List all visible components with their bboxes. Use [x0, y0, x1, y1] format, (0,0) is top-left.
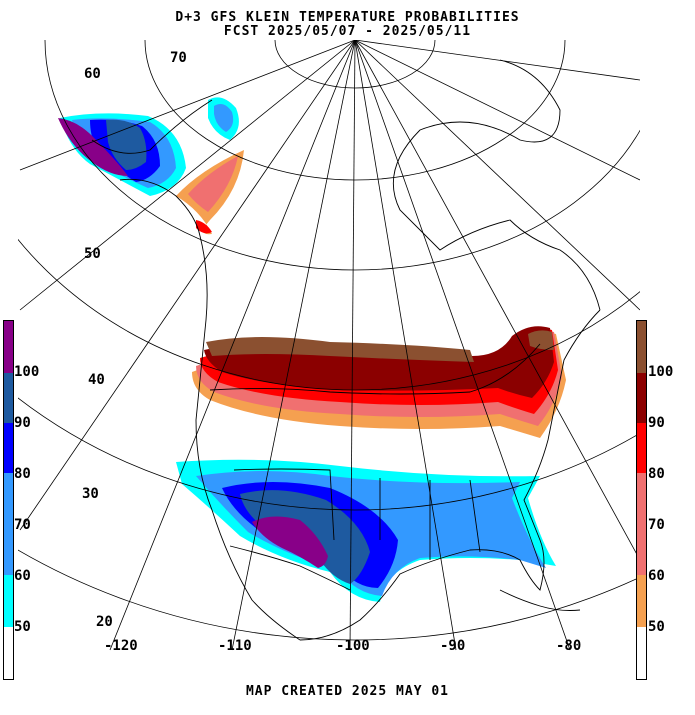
lat-label-20: 20 — [96, 614, 113, 630]
above-label-100: 100 — [648, 364, 674, 380]
below-swatch-100 — [4, 321, 13, 373]
below-label-50: 50 — [14, 619, 31, 635]
gulf-atlantic-coast — [299, 309, 601, 641]
meridian-50 — [354, 40, 640, 181]
meridian-140 — [19, 40, 356, 311]
parallel-20 — [18, 549, 640, 641]
alaska-coast — [91, 99, 213, 154]
graticule — [18, 40, 640, 651]
above-swatch-100 — [637, 373, 646, 423]
parallel-60 — [144, 40, 566, 181]
lon-label-110: -110 — [218, 638, 252, 654]
above-label-70: 70 — [648, 517, 665, 533]
meridian-120 — [109, 40, 356, 651]
above-normal-region-north — [192, 326, 566, 438]
below-label-90: 90 — [14, 415, 31, 431]
parallel-50 — [44, 40, 640, 271]
parallel-40 — [18, 238, 640, 391]
below-swatch-50 — [4, 575, 13, 627]
meridian-110 — [231, 40, 356, 651]
us-canada-border — [209, 343, 541, 395]
below-normal-colorbar — [3, 320, 14, 680]
below-swatch-white — [4, 627, 13, 679]
meridian-60 — [354, 40, 640, 311]
below-label-60: 60 — [14, 568, 31, 584]
map-title: D+3 GFS KLEIN TEMPERATURE PROBABILITIES — [175, 10, 520, 25]
below-normal-region-southwest — [176, 459, 556, 602]
meridian-80 — [354, 40, 571, 651]
map-created-date: MAP CREATED 2025 MAY 01 — [245, 684, 449, 699]
above-normal-region-northwest — [176, 150, 244, 235]
lon-label-120: -120 — [104, 638, 138, 654]
lat-label-30: 30 — [82, 486, 99, 502]
above-label-60: 60 — [648, 568, 665, 584]
lon-label-100: -100 — [336, 638, 370, 654]
parallel-30 — [18, 397, 640, 511]
below-normal-region-alaska — [58, 97, 239, 196]
below-label-70: 70 — [14, 517, 31, 533]
cuba-coast — [499, 589, 581, 611]
meridian-40 — [354, 40, 640, 81]
below-label-80: 80 — [14, 466, 31, 482]
above-label-80: 80 — [648, 466, 665, 482]
meridian-150 — [19, 40, 356, 171]
lat-label-40: 40 — [88, 372, 105, 388]
below-label-100: 100 — [14, 364, 40, 380]
lat-label-50: 50 — [84, 246, 101, 262]
lat-label-60: 60 — [84, 66, 101, 82]
us-mexico-border — [229, 545, 351, 591]
meridian-130 — [19, 40, 356, 531]
meridian-100 — [349, 40, 356, 651]
above-swatch-50-60 — [637, 575, 646, 627]
above-label-50: 50 — [648, 619, 665, 635]
state-lines-east — [379, 478, 481, 560]
above-normal-colorbar — [636, 320, 647, 680]
coastlines — [91, 59, 601, 641]
state-lines — [233, 468, 335, 541]
hudson-arctic-coast — [392, 59, 601, 311]
meridian-70 — [354, 40, 640, 561]
lat-label-70: 70 — [170, 50, 187, 66]
above-label-90: 90 — [648, 415, 665, 431]
meridian-90 — [354, 40, 457, 651]
forecast-period: FCST 2025/05/07 - 2025/05/11 — [223, 24, 472, 39]
below-swatch-90 — [4, 373, 13, 423]
lon-label-90: -90 — [440, 638, 465, 654]
below-swatch-80 — [4, 423, 13, 473]
above-swatch-70-80 — [637, 473, 646, 575]
below-swatch-60-70 — [4, 473, 13, 575]
above-swatch-white — [637, 627, 646, 679]
above-swatch-90 — [637, 423, 646, 473]
above-swatch-top — [637, 321, 646, 373]
west-coast — [119, 178, 301, 641]
lon-label-80: -80 — [556, 638, 581, 654]
